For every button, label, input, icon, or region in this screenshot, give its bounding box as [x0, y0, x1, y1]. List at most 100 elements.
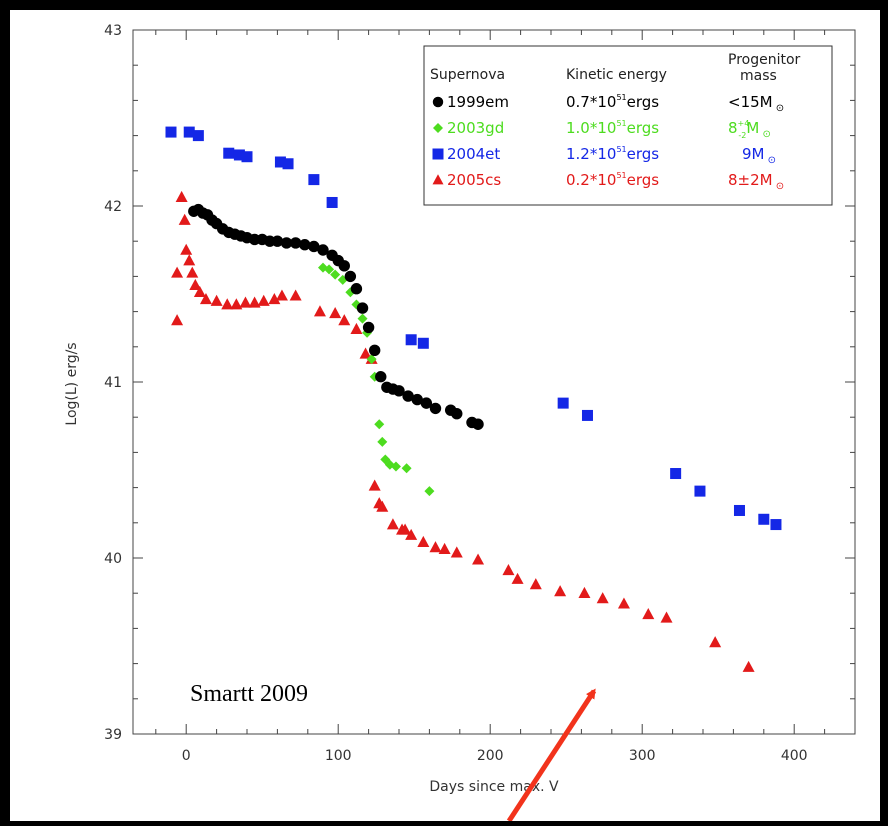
y-tick-label: 39 — [104, 727, 122, 743]
legend-marker-2003gd — [433, 123, 443, 133]
point-2005cs — [709, 636, 722, 648]
point-1999em — [429, 402, 442, 415]
point-2003gd — [324, 264, 335, 275]
point-2005cs — [189, 278, 202, 290]
point-2005cs — [313, 305, 326, 317]
y-tick-label: 42 — [104, 199, 122, 215]
point-2005cs — [511, 572, 524, 584]
legend-name: 2003gd — [447, 119, 504, 137]
point-1999em — [289, 237, 302, 249]
x-tick-label: 200 — [477, 748, 504, 764]
point-2005cs — [221, 298, 234, 310]
point-2004et — [417, 337, 429, 349]
point-2005cs — [417, 535, 430, 547]
point-1999em — [368, 344, 381, 357]
point-2004et — [165, 126, 177, 138]
point-2005cs — [429, 541, 442, 553]
point-2004et — [733, 504, 745, 516]
legend-row-2005cs: 2005cs 0.2*1051ergs 8±2M ⊙ — [432, 171, 784, 192]
point-2003gd — [374, 419, 385, 430]
point-2004et — [557, 397, 569, 409]
point-2003gd — [401, 463, 412, 474]
point-2004et — [223, 147, 235, 159]
series-2004et — [165, 126, 782, 531]
legend-mass: 8±2M ⊙ — [728, 171, 784, 192]
point-2005cs — [178, 213, 191, 225]
highlight-arrow — [506, 688, 597, 823]
x-tick-label: 400 — [781, 748, 808, 764]
point-2005cs — [376, 500, 389, 512]
point-2005cs — [230, 298, 243, 310]
point-2005cs — [578, 586, 591, 598]
y-tick-label: 43 — [104, 23, 122, 39]
y-tick-label: 40 — [104, 551, 122, 567]
legend-marker-2004et — [432, 148, 444, 160]
point-1999em — [271, 235, 284, 247]
point-2004et — [581, 409, 593, 421]
point-2005cs — [210, 294, 223, 306]
point-2004et — [308, 174, 320, 186]
point-1999em — [338, 260, 350, 272]
credit-annotation: Smartt 2009 — [190, 681, 308, 707]
legend: Supernova Kinetic energy Progenitor mass… — [423, 45, 833, 206]
point-1999em — [356, 302, 369, 314]
tick-labels: 0 100 200 300 400 39 40 41 42 43 — [104, 23, 807, 764]
point-2004et — [282, 158, 294, 170]
series-2005cs — [171, 190, 755, 672]
point-2004et — [670, 468, 682, 480]
y-tick-label: 41 — [104, 375, 122, 391]
point-2005cs — [175, 190, 188, 202]
point-2005cs — [248, 296, 261, 308]
point-2005cs — [529, 578, 542, 590]
point-2005cs — [368, 479, 381, 491]
point-2003gd — [390, 461, 401, 472]
series-2003gd — [318, 262, 435, 497]
legend-header-supernova: Supernova — [430, 67, 505, 83]
point-2005cs — [742, 660, 755, 672]
point-2004et — [770, 519, 782, 531]
point-2005cs — [180, 243, 193, 255]
point-1999em — [451, 407, 463, 420]
legend-name: 1999em — [447, 93, 509, 111]
point-2005cs — [183, 254, 196, 266]
point-1999em — [420, 397, 433, 409]
point-2004et — [233, 149, 245, 161]
x-tick-label: 100 — [325, 748, 352, 764]
point-1999em — [344, 270, 357, 283]
point-2003gd — [377, 436, 388, 447]
legend-header-mass-line2: mass — [740, 68, 777, 84]
point-2005cs — [329, 307, 342, 319]
legend-rows: 1999em 0.7*1051ergs <15M ⊙ 2003gd 1.0*1051er… — [432, 93, 784, 192]
legend-mass: 8+4 -2M ⊙ — [728, 119, 771, 140]
point-2004et — [758, 513, 770, 525]
legend-mass: <15M ⊙ — [728, 93, 784, 114]
point-1999em — [317, 244, 329, 256]
legend-header-mass-line1: Progenitor — [728, 52, 801, 68]
point-2005cs — [199, 292, 212, 305]
point-2005cs — [660, 611, 673, 623]
axis-ticks — [133, 29, 856, 735]
point-2005cs — [171, 266, 184, 278]
point-2003gd — [330, 269, 341, 280]
point-2003gd — [357, 313, 368, 324]
point-2005cs — [399, 523, 412, 535]
legend-name: 2005cs — [447, 171, 501, 189]
point-2005cs — [193, 285, 206, 298]
point-1999em — [362, 321, 375, 334]
point-2005cs — [554, 585, 567, 597]
point-1999em — [308, 240, 320, 253]
legend-row-2003gd: 2003gd 1.0*1051ergs 8+4 -2M ⊙ — [433, 119, 771, 140]
point-2004et — [241, 151, 253, 163]
point-1999em — [280, 237, 293, 249]
y-axis-label: Log(L) erg/s — [64, 342, 80, 425]
point-1999em — [402, 390, 414, 402]
x-tick-label: 300 — [629, 748, 656, 764]
point-2004et — [192, 130, 204, 142]
x-axis-label: Days since max. V — [429, 779, 559, 795]
point-2004et — [274, 156, 286, 168]
point-2004et — [694, 485, 706, 497]
point-2005cs — [268, 292, 281, 305]
legend-marker-1999em — [432, 96, 444, 108]
